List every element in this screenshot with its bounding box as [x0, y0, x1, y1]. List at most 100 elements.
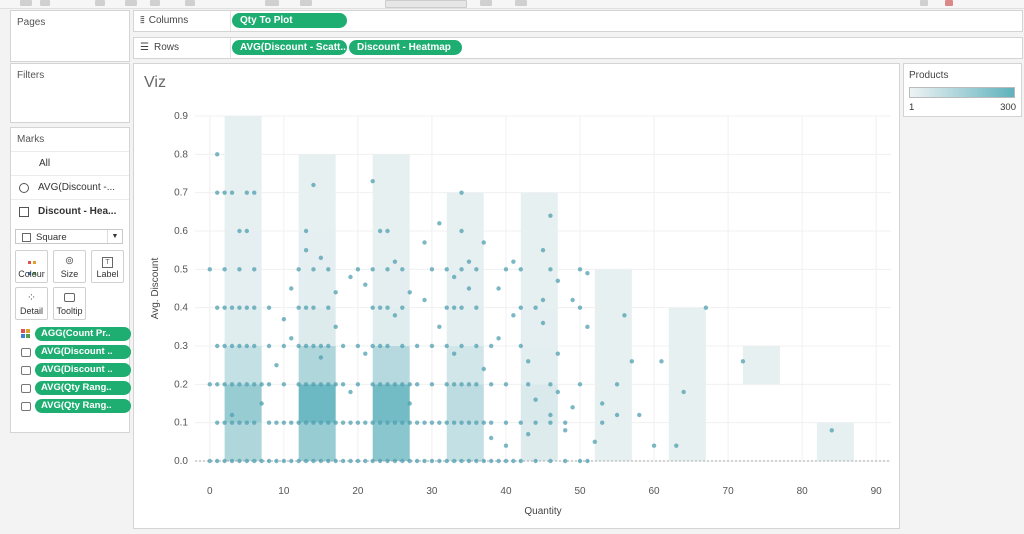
marks-layer2-label: Discount - Hea... — [38, 206, 117, 217]
heatmap-cell — [298, 307, 336, 346]
scatter-point — [637, 412, 642, 418]
mark-pill-discount-1[interactable]: AVG(Discount .. — [35, 345, 131, 359]
scatter-point — [563, 420, 568, 425]
scatter-point — [444, 458, 449, 464]
columns-pill-qty[interactable]: Qty To Plot — [232, 13, 347, 28]
marks-card-heatmap[interactable]: Discount - Hea... — [11, 199, 129, 223]
scatter-point — [451, 382, 457, 387]
toolbar-undo-icon[interactable] — [20, 0, 32, 6]
toolbar-swap-icon[interactable] — [185, 0, 195, 6]
toolbar-share-icon[interactable] — [920, 0, 928, 6]
scatter-point — [229, 412, 235, 418]
scatter-point — [577, 382, 583, 387]
heatmap-cell — [520, 231, 558, 270]
colour-button[interactable]: Colour — [15, 250, 48, 283]
scatter-point — [474, 267, 479, 272]
toolbar-pause-icon[interactable] — [150, 0, 160, 6]
scatter-point — [244, 190, 250, 195]
heatmap-cell — [446, 422, 484, 461]
columns-shelf[interactable]: ⦙⦙⦙ Columns Qty To Plot — [133, 10, 1023, 32]
toolbar-present-icon[interactable] — [515, 0, 527, 6]
size-button[interactable]: ⊚ Size — [53, 250, 86, 283]
scatter-point — [451, 420, 457, 425]
scatter-point — [296, 420, 301, 425]
rows-pill-scatter[interactable]: AVG(Discount - Scatt.. — [232, 40, 347, 55]
scatter-point — [548, 458, 553, 464]
pages-panel[interactable]: Pages — [10, 10, 130, 62]
scatter-point — [370, 305, 375, 310]
heatmap-cell — [372, 231, 410, 270]
scatter-point — [444, 420, 449, 425]
scatter-point — [414, 458, 420, 464]
scatter-point — [533, 397, 538, 402]
y-tick-label: 0.8 — [174, 149, 188, 160]
scatter-point — [459, 458, 464, 464]
scatter-point — [377, 228, 383, 234]
x-tick-label: 70 — [723, 486, 735, 497]
marks-card-scatter[interactable]: AVG(Discount -... — [11, 175, 129, 199]
scatter-point — [311, 305, 316, 310]
heatmap-cell — [298, 154, 336, 193]
scatter-point — [503, 420, 509, 425]
mark-pill-qty-range-1[interactable]: AVG(Qty Rang.. — [35, 381, 131, 395]
scatter-point — [318, 343, 324, 349]
scatter-point — [259, 401, 264, 406]
scatter-point — [377, 458, 383, 464]
heatmap-cell — [520, 192, 558, 231]
heatmap-cell — [224, 384, 262, 423]
scatter-point — [237, 343, 242, 349]
marks-card-all[interactable]: All — [11, 151, 129, 175]
scatter-point — [363, 282, 368, 287]
toolbar-sort-icon[interactable] — [265, 0, 279, 6]
toolbar-close-icon[interactable] — [945, 0, 953, 6]
scatter-point — [222, 190, 227, 195]
scatter-point — [303, 228, 309, 234]
columns-shelf-label: ⦙⦙⦙ Columns — [140, 15, 189, 26]
toolbar-labels-icon[interactable] — [480, 0, 492, 6]
scatter-point — [651, 443, 657, 448]
heatmap-cell — [224, 116, 262, 155]
scatter-point — [392, 458, 398, 464]
tooltip-icon — [21, 366, 31, 375]
detail-button[interactable]: ⁘ Detail — [15, 287, 48, 320]
scatter-heatmap-chart[interactable]: 0.0 0.1 0.2 0.3 0.4 0.5 0.6 0.7 0.8 0.9 0 10 20 30 40 5… — [134, 64, 899, 528]
mark-type-dropdown[interactable]: Square ▼ — [15, 229, 123, 244]
mark-pill-count[interactable]: AGG(Count Pr.. — [35, 327, 131, 341]
scatter-point — [437, 324, 442, 330]
heatmap-cell — [372, 154, 410, 193]
scatter-point — [392, 420, 398, 425]
filters-panel[interactable]: Filters — [10, 63, 130, 123]
scatter-point — [444, 267, 449, 272]
tooltip-icon — [54, 293, 85, 304]
scatter-point — [829, 428, 834, 433]
toolbar-redo-icon[interactable] — [40, 0, 50, 6]
scatter-point — [400, 458, 405, 464]
toolbar-new-icon[interactable] — [125, 0, 137, 6]
scatter-point — [407, 382, 412, 387]
columns-icon: ⦙⦙⦙ — [140, 15, 145, 26]
rows-shelf[interactable]: ☰ Rows AVG(Discount - Scatt.. Discount -… — [133, 37, 1023, 59]
scatter-point — [600, 420, 605, 425]
scatter-point — [303, 247, 309, 253]
rows-shelf-label: ☰ Rows — [140, 42, 179, 53]
scatter-point — [377, 420, 383, 425]
scatter-point — [481, 240, 486, 245]
mark-pill-discount-2[interactable]: AVG(Discount .. — [35, 363, 131, 377]
scatter-point — [237, 305, 242, 310]
scatter-point — [370, 343, 375, 349]
toolbar-highlight-icon[interactable] — [300, 0, 312, 6]
legend-gradient[interactable] — [909, 87, 1015, 98]
heatmap-cell — [446, 384, 484, 423]
toolbar-fit-dropdown[interactable] — [385, 0, 467, 8]
scatter-point — [289, 336, 294, 341]
heatmap-cell — [298, 192, 336, 231]
mark-pill-qty-range-2[interactable]: AVG(Qty Rang.. — [35, 399, 131, 413]
scatter-point — [222, 305, 227, 310]
toolbar-save-icon[interactable] — [95, 0, 105, 6]
scatter-point — [400, 420, 405, 425]
label-button[interactable]: T Label — [91, 250, 124, 283]
tooltip-button[interactable]: Tooltip — [53, 287, 86, 320]
rows-pill-heatmap[interactable]: Discount - Heatmap — [349, 40, 462, 55]
scatter-point — [488, 420, 494, 425]
scatter-point — [237, 228, 242, 234]
